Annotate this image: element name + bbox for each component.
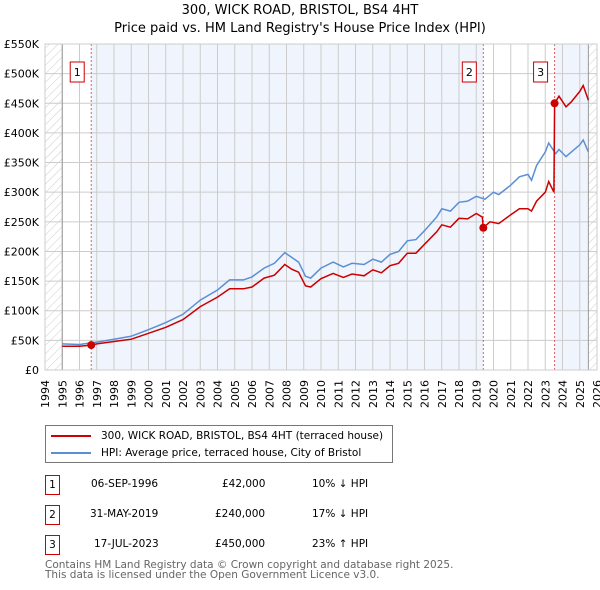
sale-date: 17-JUL-2023 [94,538,159,550]
sale-marker-label: 1 [45,475,60,495]
y-tick-label: £300K [4,186,40,199]
x-tick-label: 2011 [332,380,345,408]
sale-marker-box [69,61,85,83]
x-tick-label: 2013 [367,380,380,408]
legend-label-hpi: HPI: Average price, terraced house, City… [101,447,362,459]
chart-title: 300, WICK ROAD, BRISTOL, BS4 4HT [181,3,419,18]
x-tick-label: 2010 [315,380,328,408]
x-tick-label: 2017 [436,380,449,408]
y-tick-label: £450K [4,97,40,110]
x-tick-label: 1997 [91,380,104,408]
x-tick-label: 2016 [419,380,432,408]
sale-marker-label: 2 [45,505,60,525]
y-tick-label: £350K [4,157,40,170]
x-tick-label: 2007 [263,380,276,408]
sale-marker-number: 1 [74,66,81,79]
legend-swatch-hpi [51,452,91,454]
shaded-period [554,44,589,370]
x-tick-label: 1999 [125,380,138,408]
x-tick-label: 1996 [74,380,87,408]
sale-price: £450,000 [215,538,266,550]
x-tick-label: 2001 [160,380,173,408]
sale-marker-label: 3 [45,535,60,555]
sale-date: 06-SEP-1996 [91,478,159,490]
sale-row: 1 06-SEP-1996 £42,000 10% ↓ HPI [45,475,465,495]
sale-marker-number: 3 [537,66,544,79]
x-tick-label: 2004 [212,380,225,408]
x-tick-label: 2022 [522,380,535,408]
x-tick-label: 2025 [574,380,587,408]
sale-point [87,341,96,350]
sale-point [550,99,559,108]
x-tick-label: 2024 [557,380,570,408]
sale-hpi-diff: 17% ↓ HPI [312,508,369,520]
sale-price: £240,000 [215,508,266,520]
sale-row: 3 17-JUL-2023 £450,000 23% ↑ HPI [45,535,465,555]
y-tick-label: £50K [11,334,40,347]
sale-hpi-diff: 23% ↑ HPI [312,538,369,550]
x-tick-label: 2009 [298,380,311,408]
legend-swatch-property [51,435,91,437]
x-tick-label: 2003 [194,380,207,408]
footer: Contains HM Land Registry data © Crown c… [45,559,454,581]
y-tick-label: £100K [4,305,40,318]
x-tick-label: 1995 [56,380,69,408]
sale-date: 31-MAY-2019 [90,508,159,520]
footer-licence: This data is licensed under the Open Gov… [45,569,380,581]
x-tick-label: 1998 [108,380,121,408]
x-tick-label: 2019 [470,380,483,408]
property-price-line [62,83,590,348]
legend: 300, WICK ROAD, BRISTOL, BS4 4HT (terrac… [45,425,393,463]
sale-hpi-diff: 10% ↓ HPI [312,478,369,490]
x-tick-label: 2002 [177,380,190,408]
x-tick-label: 2023 [539,380,552,408]
y-tick-label: £0 [25,364,39,377]
sale-price: £42,000 [222,478,266,490]
x-tick-label: 1994 [39,380,52,408]
x-tick-label: 2012 [350,380,363,408]
x-tick-label: 2008 [281,380,294,408]
y-tick-label: £500K [4,68,40,81]
hpi-line [62,138,590,346]
x-tick-label: 2026 [591,380,600,408]
x-tick-label: 2015 [401,380,414,408]
footer-copyright: Contains HM Land Registry data © Crown c… [45,559,454,571]
legend-label-property: 300, WICK ROAD, BRISTOL, BS4 4HT (terrac… [101,430,384,442]
x-tick-label: 2005 [229,380,242,408]
sale-marker-number: 2 [466,66,473,79]
x-tick-label: 2018 [453,380,466,408]
x-tick-label: 2021 [505,380,518,408]
x-tick-label: 2020 [488,380,501,408]
plot-border [44,43,598,371]
hatched-no-data [588,44,597,370]
x-tick-label: 2006 [246,380,259,408]
x-tick-label: 2000 [143,380,156,408]
y-tick-label: £200K [4,245,40,258]
hatched-no-data [45,44,63,370]
y-tick-label: £250K [4,216,40,229]
plot-area: 1994 1995 1996 1997 1998 1999 2000 2001 2002 2003… [4,38,600,408]
y-tick-label: £550K [4,38,40,51]
chart-subtitle: Price paid vs. HM Land Registry's House … [114,21,486,36]
sale-marker-box [461,61,477,83]
y-tick-label: £150K [4,275,40,288]
sale-marker-box [533,61,549,83]
y-tick-label: £400K [4,127,40,140]
x-tick-label: 2014 [384,380,397,408]
sale-row: 2 31-MAY-2019 £240,000 17% ↓ HPI [45,505,465,525]
shaded-period [91,44,484,370]
sale-point [479,223,488,232]
